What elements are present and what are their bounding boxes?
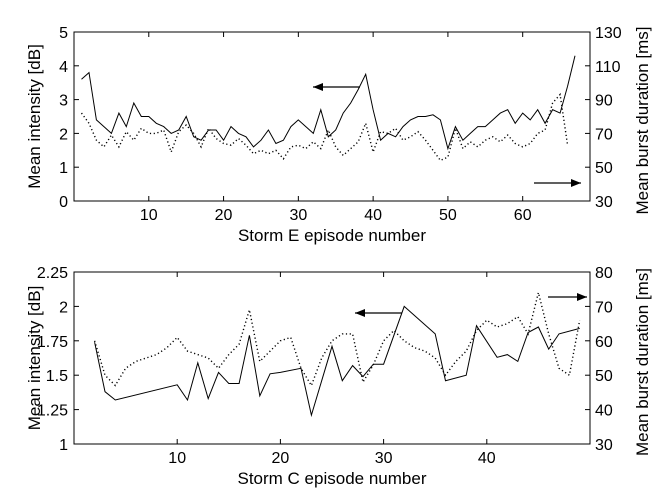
y-left-tick-label: 1 (59, 160, 68, 177)
y-left-tick-label: 3 (59, 93, 68, 110)
arrow-right-annotation (548, 293, 587, 301)
series-line-burst-duration (80, 92, 569, 162)
y-right-tick-label: 130 (595, 25, 622, 42)
x-tick-label: 30 (375, 450, 393, 467)
chart-panel-2: 10 20 30 40 1 1.25 1.5 1.75 2 2.25 30 40 50 60 70 80 Sto… (25, 265, 652, 488)
x-tick-label: 20 (215, 207, 233, 224)
y-right-tick-label: 40 (595, 403, 613, 420)
y-right-tick-label: 70 (595, 126, 613, 143)
y-right-axis-label: Mean burst duration [ms] (633, 26, 652, 214)
y-right-axis-label: Mean burst duration [ms] (633, 268, 652, 456)
y-left-tick-label: 5 (59, 25, 68, 42)
y-right-tick-label: 110 (595, 59, 621, 76)
x-tick-label: 60 (514, 207, 532, 224)
x-tick-label: 50 (439, 207, 457, 224)
y-left-tick-label: 1 (59, 437, 68, 454)
x-tick-label: 20 (272, 450, 290, 467)
arrow-right-annotation (534, 179, 581, 187)
x-tick-label: 40 (478, 450, 496, 467)
y-left-tick-label: 4 (59, 59, 68, 76)
y-left-tick-label: 2.25 (37, 265, 68, 282)
arrow-left-annotation (355, 309, 402, 317)
y-right-tick-label: 30 (595, 437, 613, 454)
y-right-tick-label: 60 (595, 334, 613, 351)
series-line-intensity (94, 305, 580, 418)
plot-frame (73, 271, 591, 445)
x-axis-label: Storm C episode number (238, 469, 427, 488)
y-left-axis-label: Mean intensity [dB] (25, 286, 44, 431)
y-left-tick-label: 0 (59, 194, 68, 211)
y-left-tick-label: 1.5 (46, 368, 68, 385)
x-tick-label: 10 (168, 450, 186, 467)
y-left-tick-label: 2 (59, 299, 68, 316)
y-right-tick-label: 70 (595, 299, 613, 316)
y-right-tick-label: 80 (595, 265, 613, 282)
x-tick-label: 40 (364, 207, 382, 224)
arrow-left-annotation (313, 83, 360, 91)
series-line-intensity (81, 55, 576, 151)
plot-frame (73, 31, 591, 202)
x-tick-label: 30 (289, 207, 307, 224)
x-tick-label: 10 (140, 207, 158, 224)
y-left-tick-label: 1.25 (37, 403, 68, 420)
y-right-tick-label: 90 (595, 93, 613, 110)
x-axis-label: Storm E episode number (238, 226, 426, 245)
y-right-tick-label: 50 (595, 160, 613, 177)
chart-panel-1: 10 20 30 40 50 60 0 1 2 3 4 5 30 50 70 90 110 130 Storm E … (25, 25, 652, 245)
y-left-axis-label: Mean intensity [dB] (25, 44, 44, 189)
y-right-tick-label: 50 (595, 368, 613, 385)
series-line-burst-duration (93, 292, 581, 388)
y-right-tick-label: 30 (595, 194, 613, 211)
y-left-tick-label: 2 (59, 126, 68, 143)
y-left-tick-label: 1.75 (37, 334, 68, 351)
